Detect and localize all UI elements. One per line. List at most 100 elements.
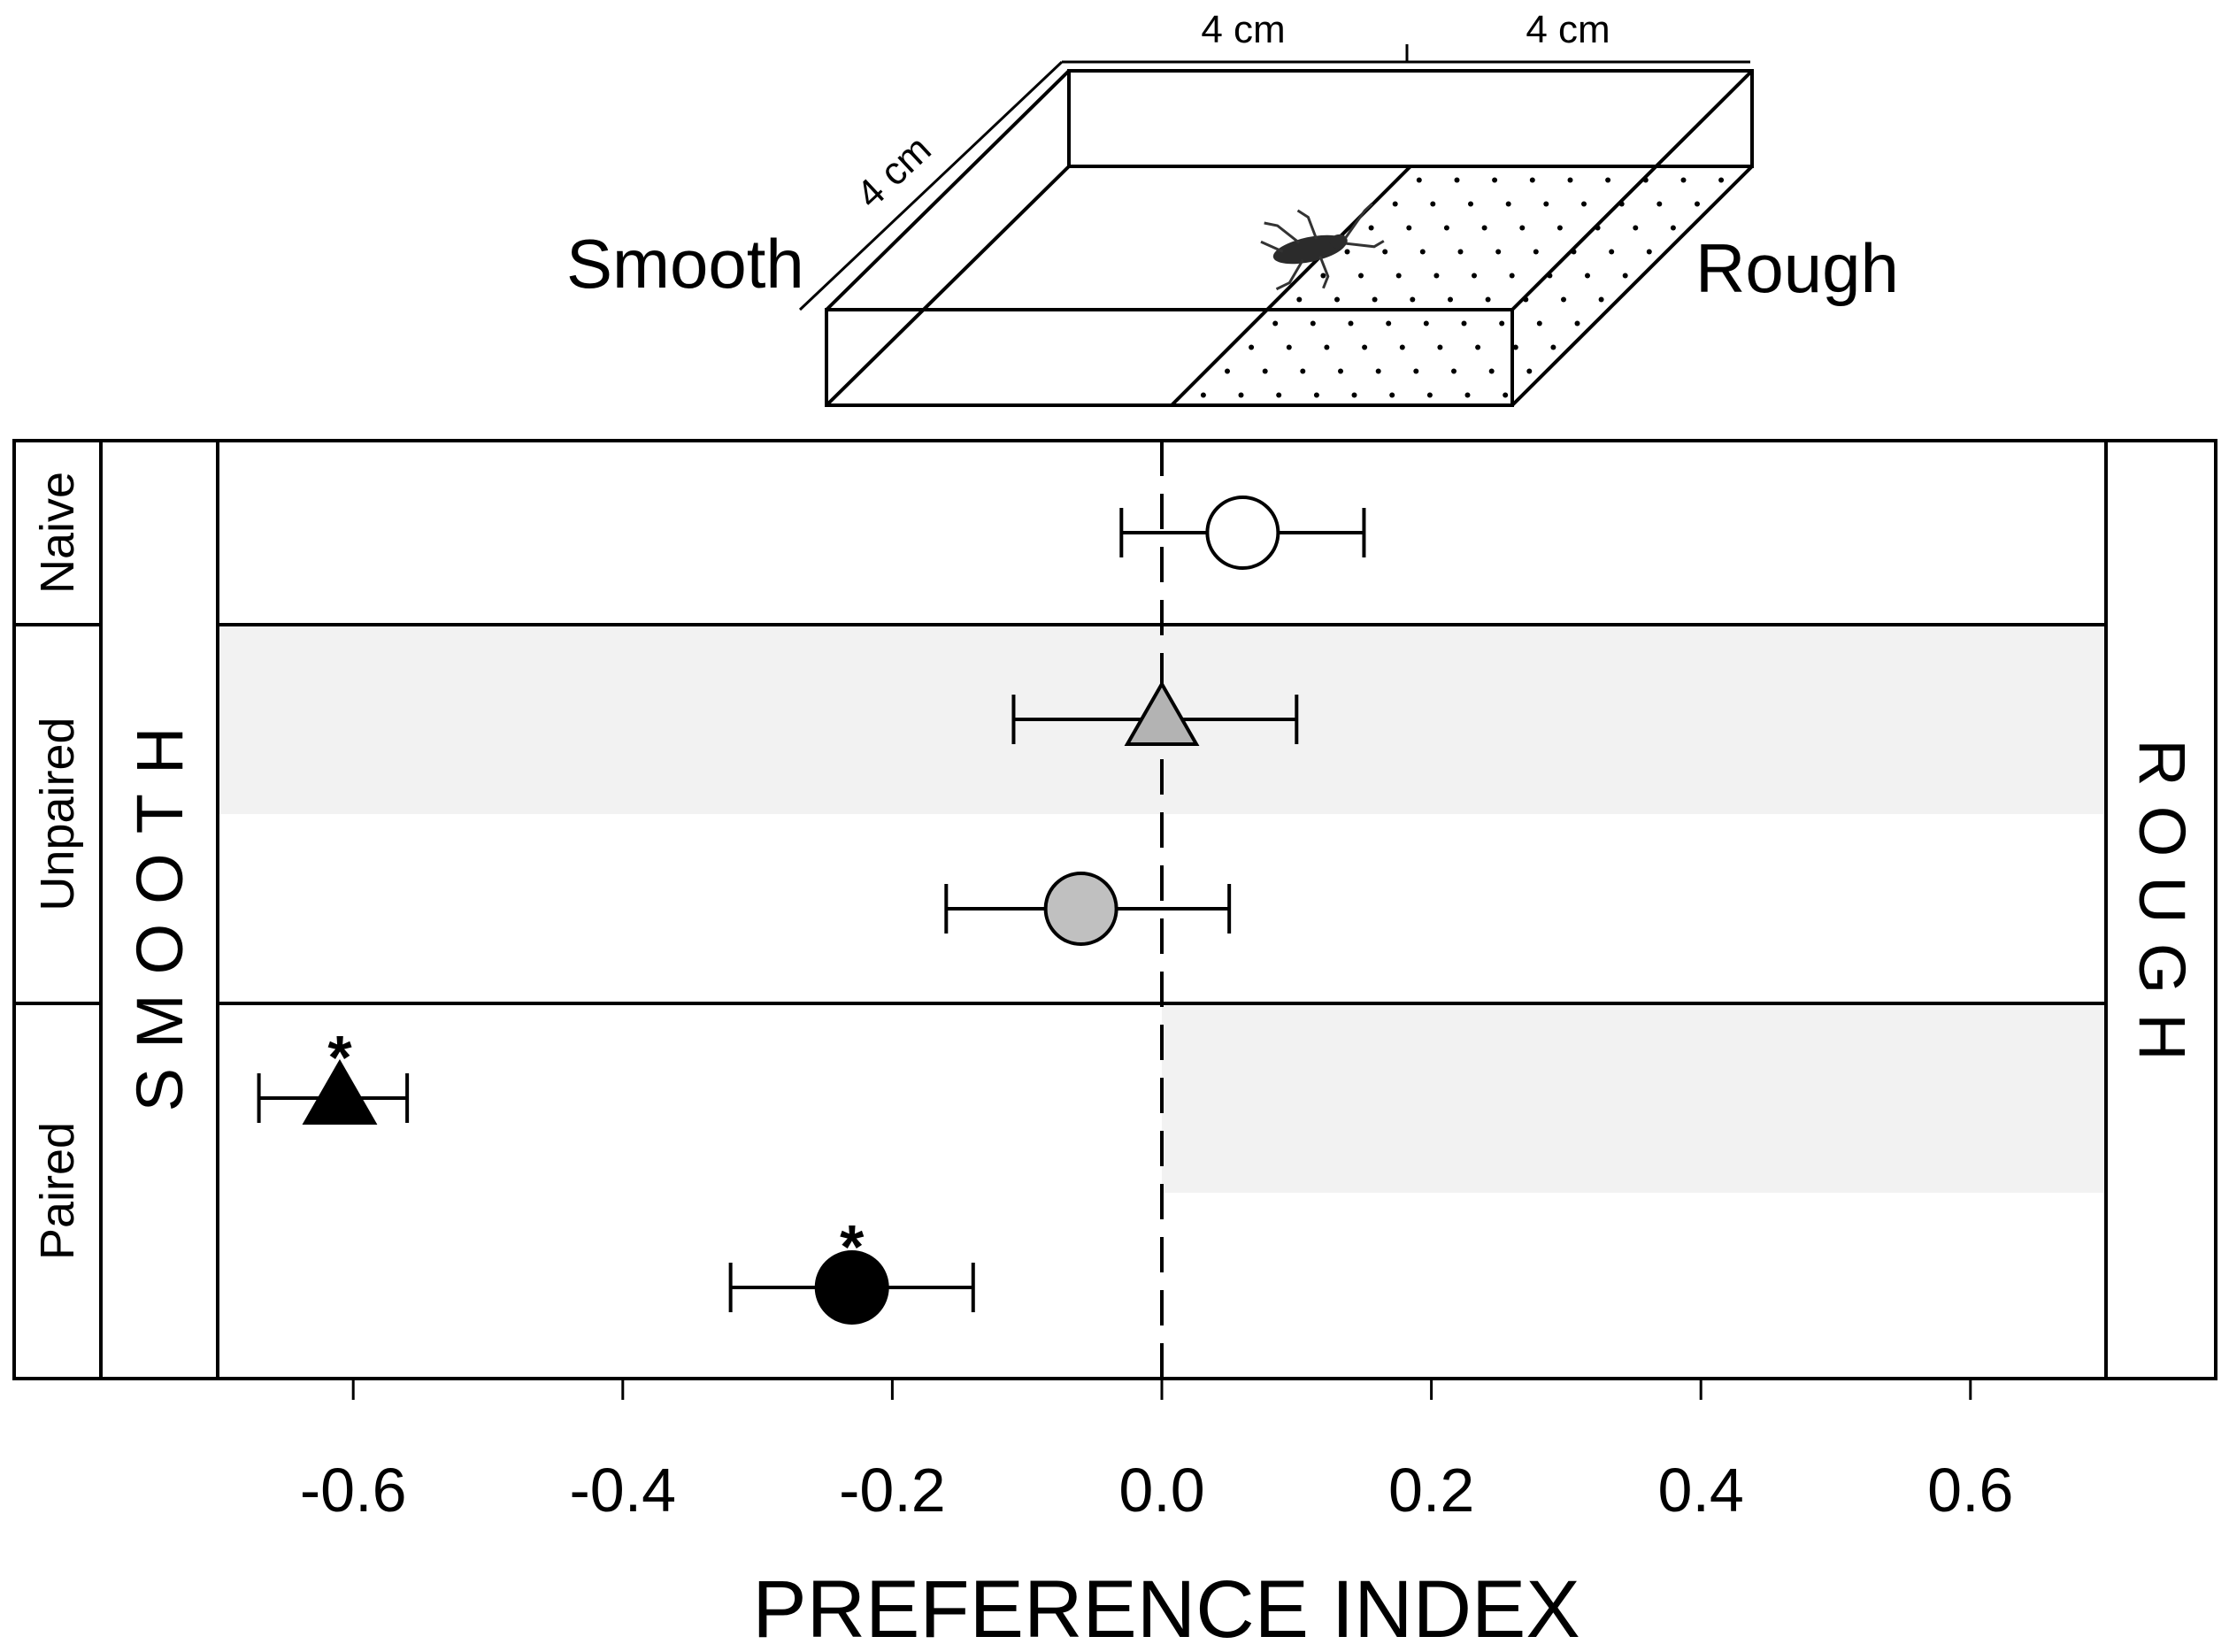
group-label-paired: Paired <box>31 1122 84 1260</box>
rough-texture-dots <box>1200 177 1725 398</box>
texture-dot-2 <box>1492 177 1498 183</box>
texture-dot-34 <box>1609 249 1615 255</box>
texture-dot-75 <box>1338 368 1343 374</box>
texture-dot-8 <box>1718 177 1725 183</box>
texture-dot-48 <box>1410 296 1416 303</box>
x-tick-label-5: 0.4 <box>1658 1456 1744 1525</box>
texture-dot-52 <box>1561 296 1566 303</box>
texture-dot-79 <box>1488 368 1495 374</box>
texture-dot-71 <box>1550 344 1556 350</box>
texture-dot-47 <box>1372 296 1378 303</box>
texture-dot-65 <box>1324 344 1330 350</box>
texture-dot-6 <box>1642 177 1649 183</box>
texture-dot-85 <box>1351 392 1357 398</box>
texture-dot-70 <box>1512 344 1518 350</box>
preference-index-chart: Naive Unpaired Paired SMOOTH ROUGH -0.6-… <box>12 439 2217 1652</box>
dimension-line-side <box>798 60 1064 311</box>
texture-dot-88 <box>1464 392 1471 398</box>
texture-dot-81 <box>1200 392 1206 398</box>
texture-dot-36 <box>1320 273 1326 279</box>
texture-dot-21 <box>1481 225 1487 231</box>
texture-dot-54 <box>1272 320 1279 327</box>
texture-dot-67 <box>1399 344 1405 350</box>
rough-side-frame <box>2104 439 2217 1380</box>
texture-dot-25 <box>1633 225 1639 231</box>
texture-dot-43 <box>1585 273 1590 279</box>
x-axis-ticks: -0.6 -0.4 -0.2 0.0 0.2 0.4 0.6 <box>300 1379 2013 1525</box>
texture-dot-18 <box>1368 225 1374 231</box>
texture-dot-59 <box>1461 320 1467 327</box>
texture-dot-32 <box>1533 249 1539 255</box>
group-label-unpaired: Unpaired <box>31 717 84 911</box>
texture-dot-10 <box>1430 201 1436 207</box>
texture-dot-80 <box>1526 368 1533 374</box>
texture-dot-57 <box>1386 320 1392 327</box>
texture-dot-60 <box>1499 320 1505 327</box>
texture-dot-14 <box>1581 201 1587 207</box>
texture-dot-39 <box>1433 273 1440 279</box>
texture-dot-16 <box>1656 201 1663 207</box>
texture-dot-69 <box>1475 344 1481 350</box>
texture-dot-76 <box>1375 368 1381 374</box>
x-axis-label: PREFERENCE INDEX <box>752 1564 1580 1652</box>
texture-dot-31 <box>1495 249 1502 255</box>
texture-dot-41 <box>1509 273 1515 279</box>
texture-dot-68 <box>1437 344 1443 350</box>
texture-dot-0 <box>1416 177 1422 183</box>
texture-dot-1 <box>1454 177 1460 183</box>
texture-dot-40 <box>1472 273 1477 279</box>
texture-dot-89 <box>1503 392 1509 398</box>
texture-dot-56 <box>1348 320 1354 327</box>
texture-dot-28 <box>1382 249 1388 255</box>
texture-dot-42 <box>1547 273 1553 279</box>
texture-dot-53 <box>1598 296 1604 303</box>
side-label-smooth: SMOOTH <box>123 708 196 1112</box>
marker-circle-2 <box>1043 872 1118 946</box>
diagram-label-rough: Rough <box>1695 229 1899 307</box>
marker-triangle-1 <box>1124 680 1200 746</box>
x-tick-label-2: -0.2 <box>839 1456 946 1525</box>
marker-circle-0 <box>1205 496 1280 570</box>
texture-dot-29 <box>1419 249 1426 255</box>
texture-dot-77 <box>1413 368 1419 374</box>
x-tick-label-3: 0.0 <box>1118 1456 1204 1525</box>
texture-dot-51 <box>1523 296 1529 303</box>
texture-dot-37 <box>1358 273 1364 279</box>
texture-dot-46 <box>1334 296 1340 303</box>
texture-dot-4 <box>1567 177 1573 183</box>
texture-dot-26 <box>1670 225 1676 231</box>
texture-dot-86 <box>1389 392 1395 398</box>
texture-dot-19 <box>1406 225 1412 231</box>
arena-diagram: 4 cm 4 cm 4 cm <box>566 8 1899 407</box>
texture-dot-62 <box>1574 320 1580 327</box>
texture-dot-15 <box>1618 201 1625 207</box>
texture-dot-74 <box>1300 368 1306 374</box>
side-label-rough: ROUGH <box>2125 739 2199 1080</box>
texture-dot-13 <box>1543 201 1549 207</box>
texture-dot-64 <box>1286 344 1292 350</box>
dimension-label-side: 4 cm <box>849 127 940 217</box>
texture-dot-72 <box>1225 368 1230 374</box>
marker-circle-4 <box>814 1250 889 1325</box>
texture-dot-17 <box>1695 201 1700 207</box>
texture-dot-61 <box>1536 320 1542 327</box>
texture-dot-3 <box>1529 177 1535 183</box>
texture-dot-82 <box>1238 392 1244 398</box>
insect-icon <box>1260 203 1385 291</box>
texture-dot-30 <box>1457 249 1464 255</box>
texture-dot-63 <box>1249 344 1255 350</box>
texture-dot-44 <box>1622 273 1628 279</box>
texture-dot-22 <box>1519 225 1526 231</box>
texture-dot-45 <box>1296 296 1303 303</box>
texture-dot-84 <box>1313 392 1319 398</box>
texture-dot-73 <box>1262 368 1268 374</box>
marker-triangle-3 <box>302 1058 378 1125</box>
dimension-label-top-left: 4 cm <box>1201 8 1285 51</box>
texture-dot-12 <box>1505 201 1511 207</box>
x-tick-label-1: -0.4 <box>569 1456 676 1525</box>
texture-dot-7 <box>1680 177 1687 183</box>
texture-dot-27 <box>1344 249 1350 255</box>
significance-star-3: * <box>327 1023 352 1092</box>
texture-dot-58 <box>1423 320 1429 327</box>
